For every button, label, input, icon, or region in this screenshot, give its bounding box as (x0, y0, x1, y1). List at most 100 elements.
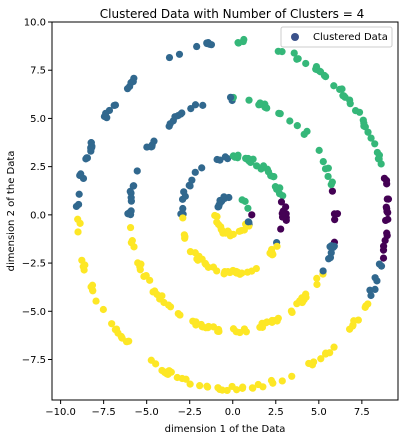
data-point (328, 187, 337, 195)
data-point (179, 214, 187, 222)
data-point (330, 82, 338, 90)
data-point (282, 203, 290, 211)
data-point (273, 242, 281, 250)
x-tick-label: −10.0 (45, 407, 76, 418)
data-point (146, 276, 154, 284)
data-point (316, 67, 324, 75)
data-point (226, 93, 235, 101)
data-point (129, 77, 137, 86)
data-point (179, 204, 187, 213)
data-point (249, 384, 257, 392)
data-point (186, 248, 195, 256)
data-point (269, 379, 277, 387)
data-point (75, 190, 83, 198)
data-point (214, 220, 223, 229)
data-point (380, 242, 388, 250)
data-point (238, 384, 247, 392)
data-point (186, 182, 194, 190)
data-point (156, 295, 164, 303)
x-tick-label: −5.0 (135, 407, 159, 418)
data-point (220, 270, 228, 278)
data-point (240, 226, 248, 234)
data-point (238, 269, 246, 277)
data-point (375, 155, 383, 163)
data-point (203, 39, 211, 47)
data-point (191, 168, 199, 176)
data-point (187, 104, 195, 113)
data-point (198, 164, 206, 172)
data-point (92, 297, 100, 305)
data-point (302, 59, 310, 68)
data-point (161, 368, 169, 377)
legend-marker (291, 33, 299, 41)
data-point (277, 198, 286, 206)
data-point (300, 130, 308, 138)
data-point (258, 323, 267, 331)
data-point (341, 93, 349, 101)
data-point (74, 228, 82, 236)
data-point (277, 225, 285, 233)
data-point (76, 219, 84, 227)
data-point (327, 181, 335, 189)
data-point (263, 104, 271, 112)
data-point (137, 260, 145, 268)
data-point (330, 343, 338, 351)
data-point (165, 53, 174, 62)
data-point (175, 50, 184, 58)
data-point (275, 190, 284, 198)
data-point (99, 305, 107, 314)
data-point (221, 153, 229, 161)
data-point (126, 211, 135, 219)
data-point (302, 293, 310, 301)
data-point (286, 117, 294, 125)
y-tick-label: 7.5 (30, 66, 46, 77)
data-point (278, 377, 286, 385)
data-point (110, 101, 118, 110)
data-point (213, 267, 221, 275)
data-point (317, 355, 325, 363)
data-point (166, 120, 174, 128)
data-point (324, 172, 332, 181)
data-point (259, 162, 268, 170)
data-point (126, 223, 135, 232)
data-point (199, 101, 207, 109)
data-point (151, 287, 159, 295)
x-tick-label: 7.5 (354, 407, 370, 418)
data-point (351, 107, 360, 115)
data-point (245, 96, 253, 104)
data-point (383, 229, 391, 237)
data-point (164, 301, 173, 309)
data-point (364, 300, 372, 308)
data-point (133, 167, 141, 175)
y-tick-label: −2.5 (22, 259, 46, 270)
data-point (319, 267, 327, 275)
y-tick-label: −7.5 (22, 355, 46, 366)
x-tick-label: 2.5 (268, 407, 284, 418)
data-point (275, 109, 283, 117)
data-point (384, 215, 392, 223)
y-tick-label: 0.0 (30, 210, 46, 221)
data-point (236, 328, 244, 337)
data-point (313, 280, 321, 289)
data-point (319, 158, 327, 166)
data-point (234, 39, 243, 47)
data-point (377, 262, 386, 270)
data-point (216, 385, 224, 394)
y-tick-label: 10.0 (24, 18, 46, 29)
data-point (221, 194, 229, 203)
data-point (192, 318, 200, 326)
data-point (83, 154, 92, 162)
data-point (204, 322, 213, 331)
data-point (270, 173, 278, 181)
data-point (325, 255, 333, 263)
plot-frame (51, 21, 399, 401)
data-point (211, 211, 219, 220)
data-point (204, 383, 212, 391)
data-point (338, 85, 346, 93)
data-point (268, 249, 276, 257)
x-tick-label: −7.5 (91, 407, 115, 418)
data-point (193, 42, 201, 51)
data-point (89, 287, 97, 295)
data-point (216, 156, 224, 164)
